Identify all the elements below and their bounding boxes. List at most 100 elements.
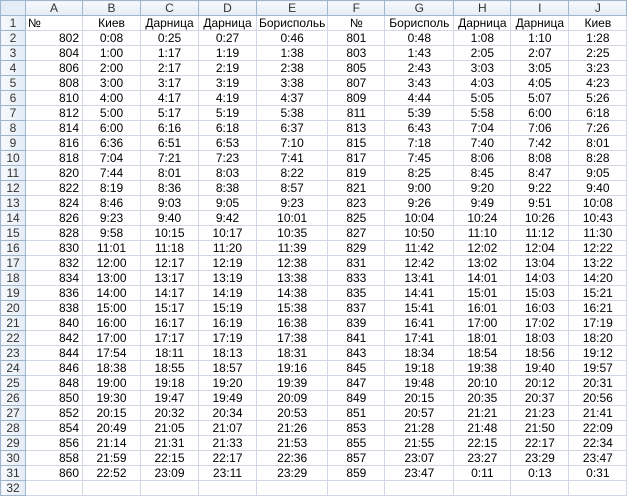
cell-C7[interactable]: 5:17 [140, 105, 199, 121]
cell-C28[interactable]: 21:05 [140, 420, 199, 436]
cell-G12[interactable]: 9:00 [384, 180, 455, 196]
cell-I26[interactable]: 20:37 [510, 390, 570, 406]
cell-D4[interactable]: 2:19 [198, 60, 257, 76]
cell-D24[interactable]: 18:57 [198, 360, 257, 376]
cell-A9[interactable]: 816 [25, 135, 83, 151]
cell-G5[interactable]: 3:43 [384, 75, 455, 91]
cell-I14[interactable]: 10:26 [510, 210, 570, 226]
row-header[interactable]: 1 [0, 15, 26, 31]
cell-F21[interactable]: 839 [327, 315, 386, 331]
cell-F9[interactable]: 815 [327, 135, 386, 151]
column-header-I[interactable]: I [510, 0, 570, 16]
cell-A29[interactable]: 856 [25, 435, 83, 451]
cell-C18[interactable]: 13:17 [140, 270, 199, 286]
cell-A30[interactable]: 858 [25, 450, 83, 466]
cell-E6[interactable]: 4:37 [255, 90, 329, 106]
cell-H4[interactable]: 3:03 [453, 60, 512, 76]
cell-H29[interactable]: 22:15 [453, 435, 512, 451]
cell-I12[interactable]: 9:22 [510, 180, 570, 196]
cell-B28[interactable]: 20:49 [82, 420, 141, 436]
cell-C12[interactable]: 8:36 [140, 180, 199, 196]
cell-E28[interactable]: 21:26 [255, 420, 329, 436]
cell-H27[interactable]: 21:21 [453, 405, 512, 421]
cell-D28[interactable]: 21:07 [198, 420, 257, 436]
cell-F8[interactable]: 813 [327, 120, 386, 136]
cell-B23[interactable]: 17:54 [82, 345, 141, 361]
cell-G28[interactable]: 21:28 [384, 420, 455, 436]
cell-F6[interactable]: 809 [327, 90, 386, 106]
cell-A14[interactable]: 826 [25, 210, 83, 226]
cell-I5[interactable]: 4:05 [510, 75, 570, 91]
cell-F17[interactable]: 831 [327, 255, 386, 271]
row-header[interactable]: 9 [0, 135, 26, 151]
row-header[interactable]: 32 [0, 480, 26, 496]
row-header[interactable]: 29 [0, 435, 26, 451]
cell-C4[interactable]: 2:17 [140, 60, 199, 76]
cell-I28[interactable]: 21:50 [510, 420, 570, 436]
cell-C31[interactable]: 23:09 [140, 465, 199, 481]
cell-F22[interactable]: 841 [327, 330, 386, 346]
cell-A13[interactable]: 824 [25, 195, 83, 211]
cell-G17[interactable]: 12:42 [384, 255, 455, 271]
cell-F18[interactable]: 833 [327, 270, 386, 286]
cell-J31[interactable]: 0:31 [568, 465, 628, 481]
cell-G16[interactable]: 11:42 [384, 240, 455, 256]
cell-D17[interactable]: 12:19 [198, 255, 257, 271]
cell-F20[interactable]: 837 [327, 300, 386, 316]
cell-H32[interactable] [453, 480, 512, 496]
cell-H11[interactable]: 8:45 [453, 165, 512, 181]
cell-B3[interactable]: 1:00 [82, 45, 141, 61]
cell-H8[interactable]: 7:04 [453, 120, 512, 136]
cell-H6[interactable]: 5:05 [453, 90, 512, 106]
cell-D32[interactable] [198, 480, 257, 496]
cell-J22[interactable]: 18:20 [568, 330, 628, 346]
cell-A19[interactable]: 836 [25, 285, 83, 301]
cell-E19[interactable]: 14:38 [255, 285, 329, 301]
cell-E32[interactable] [255, 480, 329, 496]
cell-D1[interactable]: Дарница [198, 15, 257, 31]
cell-D12[interactable]: 8:38 [198, 180, 257, 196]
cell-J14[interactable]: 10:43 [568, 210, 628, 226]
cell-J10[interactable]: 8:28 [568, 150, 628, 166]
cell-E21[interactable]: 16:38 [255, 315, 329, 331]
cell-D9[interactable]: 6:53 [198, 135, 257, 151]
cell-I15[interactable]: 11:12 [510, 225, 570, 241]
cell-A10[interactable]: 818 [25, 150, 83, 166]
cell-I1[interactable]: Дарница [510, 15, 570, 31]
cell-C5[interactable]: 3:17 [140, 75, 199, 91]
cell-D13[interactable]: 9:05 [198, 195, 257, 211]
row-header[interactable]: 30 [0, 450, 26, 466]
cell-I30[interactable]: 23:29 [510, 450, 570, 466]
cell-J24[interactable]: 19:57 [568, 360, 628, 376]
cell-A1[interactable]: № [25, 15, 83, 31]
cell-I25[interactable]: 20:12 [510, 375, 570, 391]
cell-C6[interactable]: 4:17 [140, 90, 199, 106]
cell-F24[interactable]: 845 [327, 360, 386, 376]
column-header-H[interactable]: H [453, 0, 512, 16]
cell-I7[interactable]: 6:00 [510, 105, 570, 121]
cell-I11[interactable]: 8:47 [510, 165, 570, 181]
cell-E8[interactable]: 6:37 [255, 120, 329, 136]
cell-B22[interactable]: 17:00 [82, 330, 141, 346]
cell-E12[interactable]: 8:57 [255, 180, 329, 196]
cell-C15[interactable]: 10:15 [140, 225, 199, 241]
cell-G6[interactable]: 4:44 [384, 90, 455, 106]
cell-D27[interactable]: 20:34 [198, 405, 257, 421]
cell-G9[interactable]: 7:18 [384, 135, 455, 151]
cell-G31[interactable]: 23:47 [384, 465, 455, 481]
cell-G11[interactable]: 8:25 [384, 165, 455, 181]
cell-H2[interactable]: 1:08 [453, 30, 512, 46]
cell-E26[interactable]: 20:09 [255, 390, 329, 406]
row-header[interactable]: 15 [0, 225, 26, 241]
row-header[interactable]: 24 [0, 360, 26, 376]
cell-E9[interactable]: 7:10 [255, 135, 329, 151]
cell-G27[interactable]: 20:57 [384, 405, 455, 421]
row-header[interactable]: 16 [0, 240, 26, 256]
cell-F32[interactable] [327, 480, 386, 496]
cell-C2[interactable]: 0:25 [140, 30, 199, 46]
cell-J28[interactable]: 22:09 [568, 420, 628, 436]
cell-E16[interactable]: 11:39 [255, 240, 329, 256]
row-header[interactable]: 22 [0, 330, 26, 346]
row-header[interactable]: 2 [0, 30, 26, 46]
cell-A15[interactable]: 828 [25, 225, 83, 241]
